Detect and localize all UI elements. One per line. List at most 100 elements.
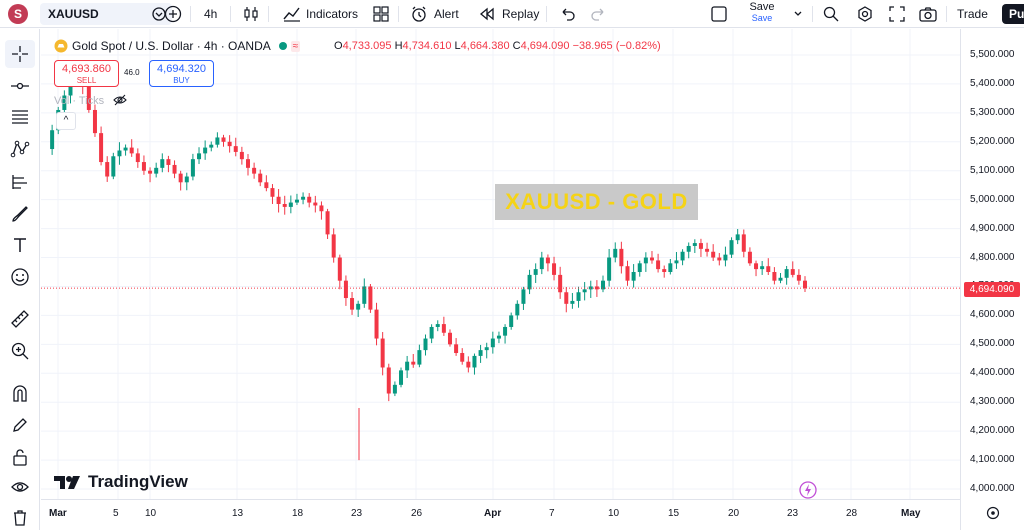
indicators-button[interactable]: Indicators: [282, 0, 358, 28]
volume-indicator-legend[interactable]: Vol · Ticks: [54, 94, 127, 107]
redo-button[interactable]: [590, 0, 608, 28]
user-avatar[interactable]: S: [8, 3, 28, 24]
candle-up: [288, 202, 293, 207]
candle-down: [649, 257, 654, 261]
candle-down: [386, 367, 391, 394]
brush-tool[interactable]: [10, 204, 30, 224]
time-axis[interactable]: [41, 499, 960, 530]
lightning-icon[interactable]: [799, 481, 817, 499]
crosshair-tool[interactable]: [5, 40, 35, 68]
undo-button[interactable]: [558, 0, 576, 28]
alert-button[interactable]: Alert: [410, 0, 459, 28]
candle-down: [178, 173, 183, 183]
forecast-tool[interactable]: [10, 172, 30, 192]
sell-button[interactable]: 4,693.860 SELL: [54, 60, 119, 87]
open-label: O: [334, 40, 343, 52]
candle-up: [405, 361, 410, 371]
high-value: 4,734.610: [402, 40, 452, 52]
candle-up: [209, 144, 214, 148]
price-tick-label: 4,200.000: [970, 425, 1015, 437]
time-tick-label: 7: [549, 508, 555, 519]
candle-up: [184, 176, 189, 183]
fullscreen-button[interactable]: [888, 0, 906, 28]
price-tick-label: 5,000.000: [970, 193, 1015, 205]
price-axis[interactable]: 5,500.000 5,400.000 5,300.000 5,200.000 5,10…: [960, 29, 1024, 530]
replay-rewind-icon: [479, 7, 494, 21]
candle-down: [313, 202, 318, 206]
top-toolbar: S XAUUSD 4h Indicators Alert Replay: [0, 0, 1024, 28]
magnet-icon: [13, 385, 27, 402]
measure-tool[interactable]: [10, 309, 30, 329]
trend-line-tool[interactable]: [10, 76, 30, 96]
close-value: 4,694.090: [520, 40, 570, 52]
snapshot-button[interactable]: [918, 0, 938, 28]
data-delay-icon: ≈: [290, 40, 301, 52]
save-button[interactable]: Save Save: [740, 2, 784, 24]
price-tick-label: 5,200.000: [970, 135, 1015, 147]
remove-drawings-tool[interactable]: [10, 507, 30, 527]
chart-text-annotation[interactable]: XAUUSD - GOLD: [495, 184, 698, 220]
layout-toggle-button[interactable]: [710, 0, 728, 28]
collapse-legend-button[interactable]: ^: [56, 112, 76, 130]
fib-tool[interactable]: [10, 107, 30, 127]
candle-down: [350, 298, 355, 310]
candle-down: [166, 159, 171, 165]
candle-down: [105, 162, 110, 177]
candle-down: [558, 274, 563, 293]
candle-down: [698, 243, 703, 249]
candle-down: [790, 269, 795, 275]
candle-down: [86, 86, 91, 110]
candle-up: [123, 147, 128, 151]
interval-button[interactable]: 4h: [204, 7, 218, 21]
time-tick-label: May: [901, 508, 921, 519]
chart-legend[interactable]: Gold Spot / U.S. Dollar · 4h · OANDA ≈: [54, 38, 301, 54]
save-label: Save: [749, 1, 775, 13]
tradingview-logo[interactable]: TradingView: [54, 472, 188, 492]
lock-drawings-tool[interactable]: [10, 447, 30, 467]
pencil-lock-icon: [13, 418, 27, 432]
trade-button[interactable]: Trade: [957, 7, 988, 21]
save-menu-button[interactable]: [792, 0, 804, 28]
hide-drawings-tool[interactable]: [10, 477, 30, 497]
magnet-tool[interactable]: [10, 383, 30, 403]
settings-button[interactable]: [856, 0, 874, 28]
change-value: −38.965 (−0.82%): [572, 40, 661, 52]
candle-up: [582, 289, 587, 293]
candle-up: [362, 286, 367, 304]
quick-search-button[interactable]: [822, 0, 840, 28]
pattern-tool[interactable]: [10, 139, 30, 159]
candle-down: [221, 137, 226, 142]
eye-off-icon[interactable]: [113, 94, 127, 106]
goto-realtime-icon[interactable]: [986, 506, 1000, 520]
publish-button[interactable]: Pu: [1002, 4, 1024, 24]
candle-down: [454, 344, 459, 354]
text-tool[interactable]: [10, 235, 30, 255]
candle-up: [301, 196, 306, 200]
indicators-label: Indicators: [306, 7, 359, 21]
eye-icon: [11, 482, 29, 492]
symbol-search[interactable]: XAUUSD: [40, 2, 172, 25]
candle-down: [711, 251, 716, 258]
chart-type-button[interactable]: [242, 0, 260, 28]
candle-down: [92, 109, 97, 134]
stay-drawing-tool[interactable]: [10, 415, 30, 435]
icon-tool[interactable]: [10, 267, 30, 287]
price-tick-label: 5,300.000: [970, 106, 1015, 118]
time-tick-label: 23: [787, 508, 799, 519]
zoom-tool[interactable]: [10, 341, 30, 361]
price-tick-label: 5,500.000: [970, 49, 1015, 60]
candle-down: [148, 170, 153, 174]
replay-button[interactable]: Replay: [478, 0, 539, 28]
volume-indicator-label: Vol · Ticks: [54, 95, 105, 107]
candle-down: [656, 260, 661, 270]
price-chart[interactable]: [41, 29, 960, 499]
candle-down: [662, 269, 667, 272]
layouts-button[interactable]: [372, 0, 390, 28]
low-value: 4,664.380: [460, 40, 510, 52]
candle-down: [282, 204, 287, 207]
candle-up: [760, 266, 765, 270]
buy-button[interactable]: 4,694.320 BUY: [149, 60, 214, 87]
chevron-up-icon: ^: [63, 115, 69, 126]
trash-icon: [14, 510, 26, 526]
add-symbol-button[interactable]: [164, 0, 182, 28]
